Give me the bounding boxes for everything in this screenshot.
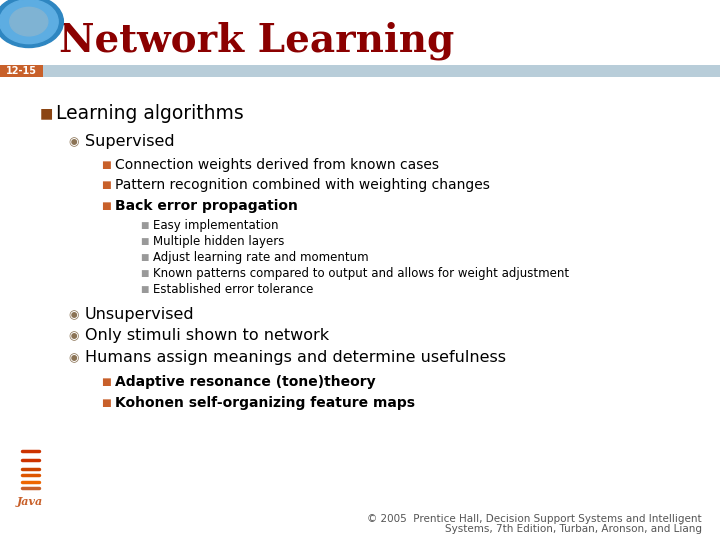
Text: ◉: ◉ <box>68 308 79 321</box>
Text: Unsupervised: Unsupervised <box>85 307 194 322</box>
Text: Adaptive resonance (tone)theory: Adaptive resonance (tone)theory <box>115 375 376 389</box>
Text: ■: ■ <box>140 269 149 278</box>
Text: ■: ■ <box>101 201 111 211</box>
Text: Learning algorithms: Learning algorithms <box>56 104 244 123</box>
Text: ■: ■ <box>101 160 111 170</box>
Text: Known patterns compared to output and allows for weight adjustment: Known patterns compared to output and al… <box>153 267 570 280</box>
Circle shape <box>0 0 63 48</box>
Text: Only stimuli shown to network: Only stimuli shown to network <box>85 328 329 343</box>
Text: ■: ■ <box>140 237 149 246</box>
Text: ◉: ◉ <box>68 329 79 342</box>
Text: ■: ■ <box>140 286 149 294</box>
Text: © 2005  Prentice Hall, Decision Support Systems and Intelligent: © 2005 Prentice Hall, Decision Support S… <box>367 515 702 524</box>
Text: Humans assign meanings and determine usefulness: Humans assign meanings and determine use… <box>85 350 506 365</box>
Text: ■: ■ <box>101 398 111 408</box>
Text: Kohonen self-organizing feature maps: Kohonen self-organizing feature maps <box>115 396 415 410</box>
Text: Systems, 7th Edition, Turban, Aronson, and Liang: Systems, 7th Edition, Turban, Aronson, a… <box>445 524 702 534</box>
Text: ◉: ◉ <box>68 351 79 364</box>
Text: 12-15: 12-15 <box>6 66 37 76</box>
Text: Java: Java <box>17 496 43 507</box>
Text: ■: ■ <box>140 253 149 262</box>
Text: ■: ■ <box>101 180 111 190</box>
Text: Connection weights derived from known cases: Connection weights derived from known ca… <box>115 158 439 172</box>
Bar <box>0 65 43 77</box>
Text: ■: ■ <box>101 377 111 387</box>
Text: Supervised: Supervised <box>85 134 174 149</box>
Text: Established error tolerance: Established error tolerance <box>153 284 314 296</box>
Text: Adjust learning rate and momentum: Adjust learning rate and momentum <box>153 251 369 264</box>
Circle shape <box>0 0 58 44</box>
Text: Network Learning: Network Learning <box>59 21 454 60</box>
Text: Pattern recognition combined with weighting changes: Pattern recognition combined with weight… <box>115 178 490 192</box>
Text: ■: ■ <box>40 106 53 120</box>
Bar <box>0 65 720 77</box>
Text: ■: ■ <box>140 221 149 230</box>
Text: Back error propagation: Back error propagation <box>115 199 298 213</box>
Circle shape <box>10 8 48 36</box>
Text: Multiple hidden layers: Multiple hidden layers <box>153 235 284 248</box>
Text: ◉: ◉ <box>68 135 79 148</box>
Text: Easy implementation: Easy implementation <box>153 219 279 232</box>
